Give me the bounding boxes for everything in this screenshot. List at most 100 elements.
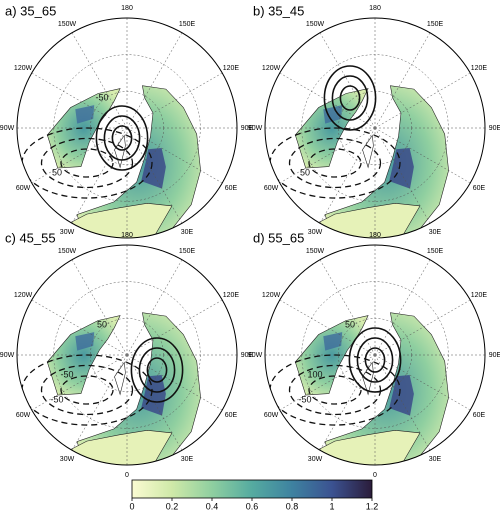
longitude-label: 30E [181,229,194,236]
contour-label: 50 [97,319,107,329]
longitude-label: 120W [262,65,281,72]
contour [356,337,394,383]
contour [308,148,362,178]
longitude-label: 90E [489,125,500,132]
longitude-label: 30E [181,456,194,463]
contour-label: 50 [300,167,310,177]
longitude-label: 120E [471,65,488,72]
longitude-label: 90W [248,125,263,132]
contour [40,364,134,416]
contour [348,327,402,393]
contour [60,375,114,405]
longitude-label: 60W [16,412,31,419]
colorbar-tick-label: 0.8 [286,501,299,511]
longitude-label: 120W [14,65,33,72]
contour [323,65,377,131]
longitude-label: 30W [60,229,75,236]
longitude-label: 150E [427,21,444,28]
longitude-label: 60W [264,412,279,419]
dark-patch [323,105,343,124]
longitude-label: 150E [427,248,444,255]
map-border [264,17,486,239]
longitude-label: 120W [262,292,281,299]
contour [288,364,382,416]
longitude-label: 150W [58,21,77,28]
land [114,134,126,169]
panel-title: a) 35_65 [5,3,56,18]
map-content [17,18,237,238]
contour [130,337,184,403]
longitude-label: 30E [429,229,442,236]
dark-patch [389,148,414,189]
contour-label: -50 [60,369,73,379]
contour [308,375,362,405]
map-content [265,18,485,238]
map-panel: -50 50 100 d) 55_65 180 150E 120E 90E 60E 30E 0 30W… [248,230,500,478]
dark-patch [75,332,95,351]
dark-patch [323,332,343,351]
contour [146,357,168,383]
contour [111,125,133,151]
longitude-label: 90W [0,352,15,359]
longitude-label: 60W [264,185,279,192]
colorbar-tick-label: 0.6 [246,501,259,511]
map-border [264,244,486,466]
colorbar-tick-label: 1 [329,501,334,511]
longitude-label: 60E [473,185,486,192]
longitude-label: 150W [58,248,77,255]
longitude-label: 60E [225,412,238,419]
land [362,134,374,169]
contour [331,75,369,121]
longitude-label: 60W [16,185,31,192]
longitude-label: 120W [14,292,33,299]
contour [364,347,386,373]
panel-title: d) 55_65 [253,230,304,245]
dark-patch [389,375,414,416]
land [46,315,121,396]
contour-label: -50 [50,394,63,404]
longitude-label: 90E [489,352,500,359]
longitude-label: 60E [473,412,486,419]
contour-label: 50 [52,167,62,177]
longitude-label: 120E [471,292,488,299]
longitude-label: 30E [429,456,442,463]
longitude-label: 60E [225,185,238,192]
panel-title: b) 35_45 [253,3,304,18]
dark-patch [75,105,95,124]
contour [339,85,361,111]
longitude-label: 30W [60,456,75,463]
contour-label: -50 [298,394,311,404]
panel-title: c) 45_55 [5,230,56,245]
contour-label: 100 [307,369,322,379]
contour [40,137,134,189]
colorbar-tick-label: 0.2 [166,501,179,511]
land [114,361,126,396]
contour [95,105,149,171]
colorbar [131,479,373,499]
longitude-label: 180 [369,232,381,239]
colorbar-tick-label: 0.4 [206,501,219,511]
map-panel: 50-50a) 35_65180150E120E90E60E30E030W60W… [0,3,254,251]
longitude-label: 30W [308,229,323,236]
longitude-label: 30W [308,456,323,463]
longitude-label: 180 [121,232,133,239]
map-border [16,244,238,466]
dark-patch [141,148,166,189]
map-panel: -50 50 -50 c) 45_55 180 150E 120E 90E 60E 30E 0 30W… [0,230,254,478]
longitude-label: 90E [241,352,254,359]
longitude-label: 0 [373,472,377,479]
map-border [16,17,238,239]
longitude-label: 120E [223,292,240,299]
longitude-label: 0 [125,472,129,479]
contour-label: 50 [345,319,355,329]
longitude-label: 180 [369,5,381,12]
land [46,88,121,169]
longitude-label: 150W [306,248,325,255]
longitude-label: 90W [0,125,15,132]
longitude-label: 120E [223,65,240,72]
map-content [265,245,485,465]
colorbar-tick-label: 1.2 [366,501,379,511]
longitude-label: 150E [179,248,196,255]
dark-patch [141,375,166,416]
